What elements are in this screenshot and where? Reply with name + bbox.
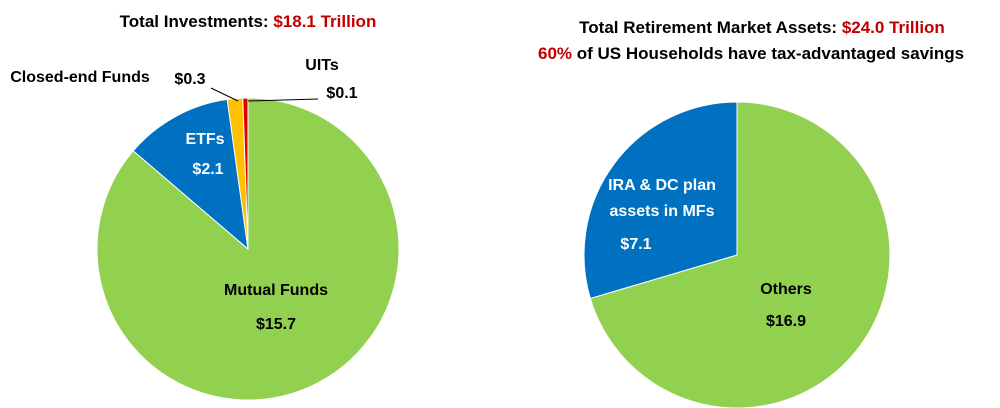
value-label: $0.1	[326, 85, 358, 102]
slice-label: ETFs	[185, 131, 225, 148]
value-label: $7.1	[620, 236, 652, 253]
slice-label: UITs	[305, 57, 339, 74]
subtitle-highlight: 60%	[538, 44, 573, 63]
slice-label: Mutual Funds	[224, 282, 328, 299]
chart-subtitle: 60% of US Households have tax-advantaged…	[538, 44, 964, 64]
value-label: $2.1	[192, 161, 224, 178]
slice-label: IRA & DC plan assets in MFs	[608, 177, 716, 220]
slice-label: Others	[760, 281, 812, 298]
pie-slice	[589, 101, 891, 408]
subtitle-text: of US Households have tax-advantaged sav…	[576, 44, 965, 63]
pie-slice	[583, 101, 738, 300]
leader-line	[247, 98, 319, 102]
value-label: $0.3	[174, 71, 206, 88]
leader-line	[210, 87, 239, 102]
pie-slice	[132, 98, 249, 251]
chart-title: Total Retirement Market Assets: $24.0 Tr…	[579, 18, 945, 38]
title-total: $18.1 Trillion	[273, 12, 377, 31]
title-total: $24.0 Trillion	[841, 18, 945, 37]
value-label: $16.9	[765, 313, 807, 330]
pie-slice	[242, 97, 249, 250]
title-text: Total Retirement Market Assets:	[579, 18, 838, 37]
value-label: $15.7	[255, 316, 297, 333]
chart-title: Total Investments: $18.1 Trillion	[120, 12, 377, 32]
slice-label: Closed-end Funds	[10, 69, 150, 86]
title-text: Total Investments:	[119, 12, 269, 31]
